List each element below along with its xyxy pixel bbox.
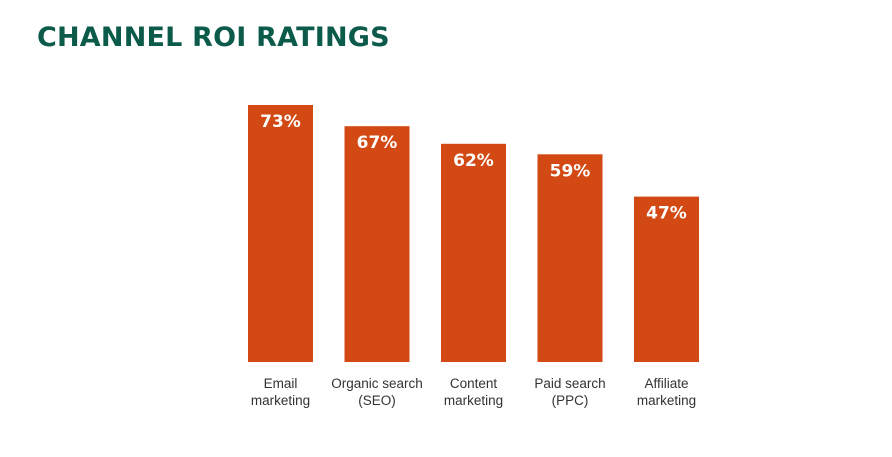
bars-group: [248, 105, 699, 362]
category-label: Content: [450, 376, 498, 391]
bar-value-labels-group: 73% 67% 62% 59% 47%: [260, 112, 687, 224]
category-label: Email: [264, 376, 298, 391]
bar-value-label: 62%: [453, 151, 494, 171]
bar-value-label: 73%: [260, 112, 301, 132]
chart-title: CHANNEL ROI RATINGS: [37, 22, 390, 53]
bar: [634, 196, 699, 362]
category-label: Organic search: [331, 376, 423, 391]
category-label: Paid search: [534, 376, 605, 391]
bar-value-label: 67%: [357, 133, 398, 153]
bar: [537, 154, 603, 362]
category-label: Affiliate: [644, 376, 688, 391]
category-label: marketing: [637, 393, 696, 408]
category-labels-group: Email marketing Organic search (SEO) Content…: [251, 376, 696, 408]
bar-value-label: 59%: [550, 161, 591, 181]
category-label: marketing: [251, 393, 310, 408]
bar-value-label: 47%: [646, 204, 687, 224]
bar: [248, 105, 313, 362]
category-label: (SEO): [358, 393, 396, 408]
bar: [441, 143, 506, 362]
category-label: (PPC): [552, 393, 589, 408]
bar: [344, 126, 410, 362]
category-label: marketing: [444, 393, 503, 408]
